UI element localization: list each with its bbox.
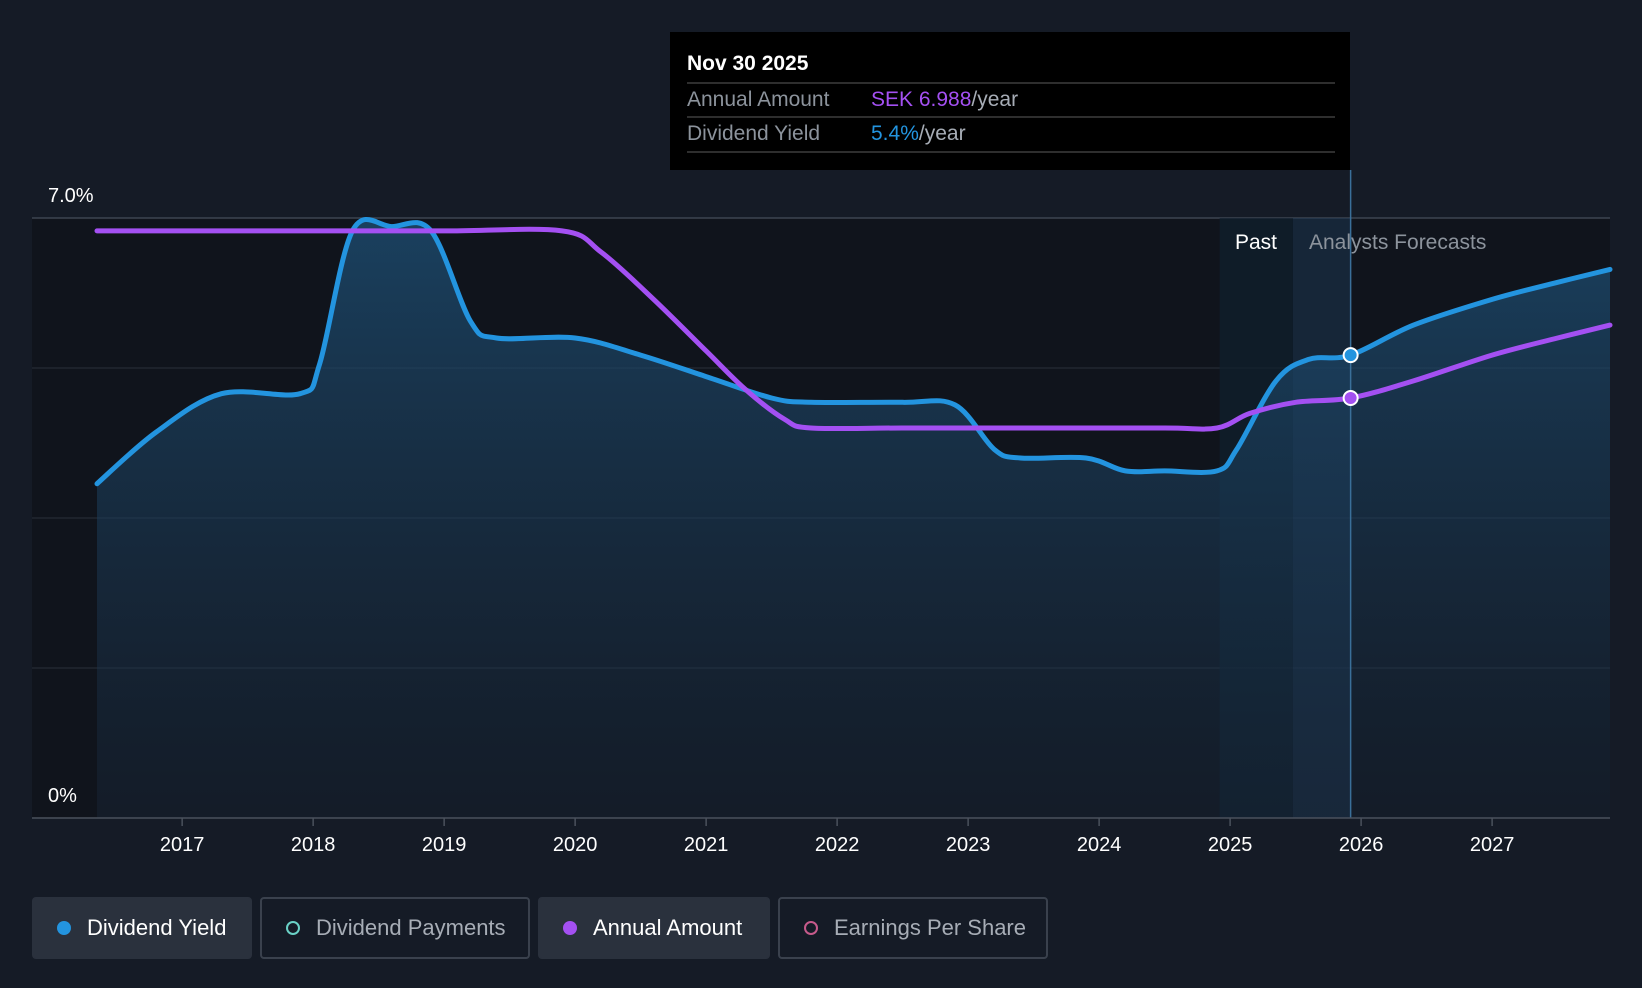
earnings-per-share-marker-icon xyxy=(804,921,818,935)
tooltip-row-value: SEK 6.988/year xyxy=(871,88,1018,111)
x-tick-label: 2026 xyxy=(1339,834,1384,856)
legend-dividend-yield[interactable]: Dividend Yield xyxy=(32,897,252,959)
annual-amount-line xyxy=(94,226,1613,432)
x-tick-label: 2024 xyxy=(1077,834,1122,856)
x-tick-label: 2020 xyxy=(553,834,598,856)
x-tick-label: 2017 xyxy=(160,834,205,856)
tooltip-annual-amount-suffix: /year xyxy=(971,88,1018,111)
legend-annual-amount[interactable]: Annual Amount xyxy=(538,897,770,959)
dividend-yield-line xyxy=(94,216,1613,487)
tooltip-background xyxy=(670,32,1350,170)
legend-label: Annual Amount xyxy=(593,915,743,940)
dividend-yield-area xyxy=(97,219,1610,818)
tooltip-date: Nov 30 2025 xyxy=(687,52,809,75)
x-tick-label: 2025 xyxy=(1208,834,1253,856)
highlight-point-annual-amount[interactable] xyxy=(1342,390,1359,406)
tooltip-row-label: Dividend Yield xyxy=(687,122,820,145)
y-tick-label-max: 7.0% xyxy=(48,185,94,207)
legend-label: Dividend Yield xyxy=(87,915,227,940)
legend-label: Earnings Per Share xyxy=(834,915,1026,940)
tooltip-dividend-yield-suffix: /year xyxy=(919,122,966,145)
highlight-point-dividend-yield[interactable] xyxy=(1342,347,1359,364)
dividend-payments-marker-icon xyxy=(286,921,300,935)
legend-label: Dividend Payments xyxy=(316,915,506,940)
tooltip-annual-amount-value: SEK 6.988 xyxy=(871,88,971,111)
x-tick-label: 2019 xyxy=(422,834,467,856)
y-tick-label-min: 0% xyxy=(48,785,77,807)
legend-earnings-per-share[interactable]: Earnings Per Share xyxy=(778,897,1048,959)
x-tick-label: 2023 xyxy=(946,834,991,856)
past-label: Past xyxy=(1235,231,1277,254)
tooltip: Nov 30 2025 Annual Amount SEK 6.988/year… xyxy=(670,32,1350,170)
x-tick-label: 2018 xyxy=(291,834,336,856)
forecast-label: Analysts Forecasts xyxy=(1309,231,1486,254)
tooltip-row-label: Annual Amount xyxy=(687,88,830,111)
annual-amount-marker-icon xyxy=(563,921,577,935)
dividend-yield-marker-icon xyxy=(57,921,71,935)
x-axis-ticks: 2017 2018 2019 2020 2021 2022 2023 2024 2025 2026… xyxy=(160,818,1514,856)
legend-dividend-payments[interactable]: Dividend Payments xyxy=(260,897,530,959)
x-tick-label: 2022 xyxy=(815,834,860,856)
tooltip-dividend-yield-value: 5.4% xyxy=(871,122,919,145)
tooltip-row-value: 5.4%/year xyxy=(871,122,966,145)
x-tick-label: 2021 xyxy=(684,834,729,856)
x-tick-label: 2027 xyxy=(1470,834,1515,856)
